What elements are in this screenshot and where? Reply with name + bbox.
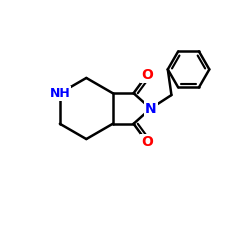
Text: O: O bbox=[141, 68, 153, 82]
Text: N: N bbox=[145, 102, 156, 116]
Text: O: O bbox=[141, 135, 153, 149]
Text: NH: NH bbox=[50, 87, 70, 100]
